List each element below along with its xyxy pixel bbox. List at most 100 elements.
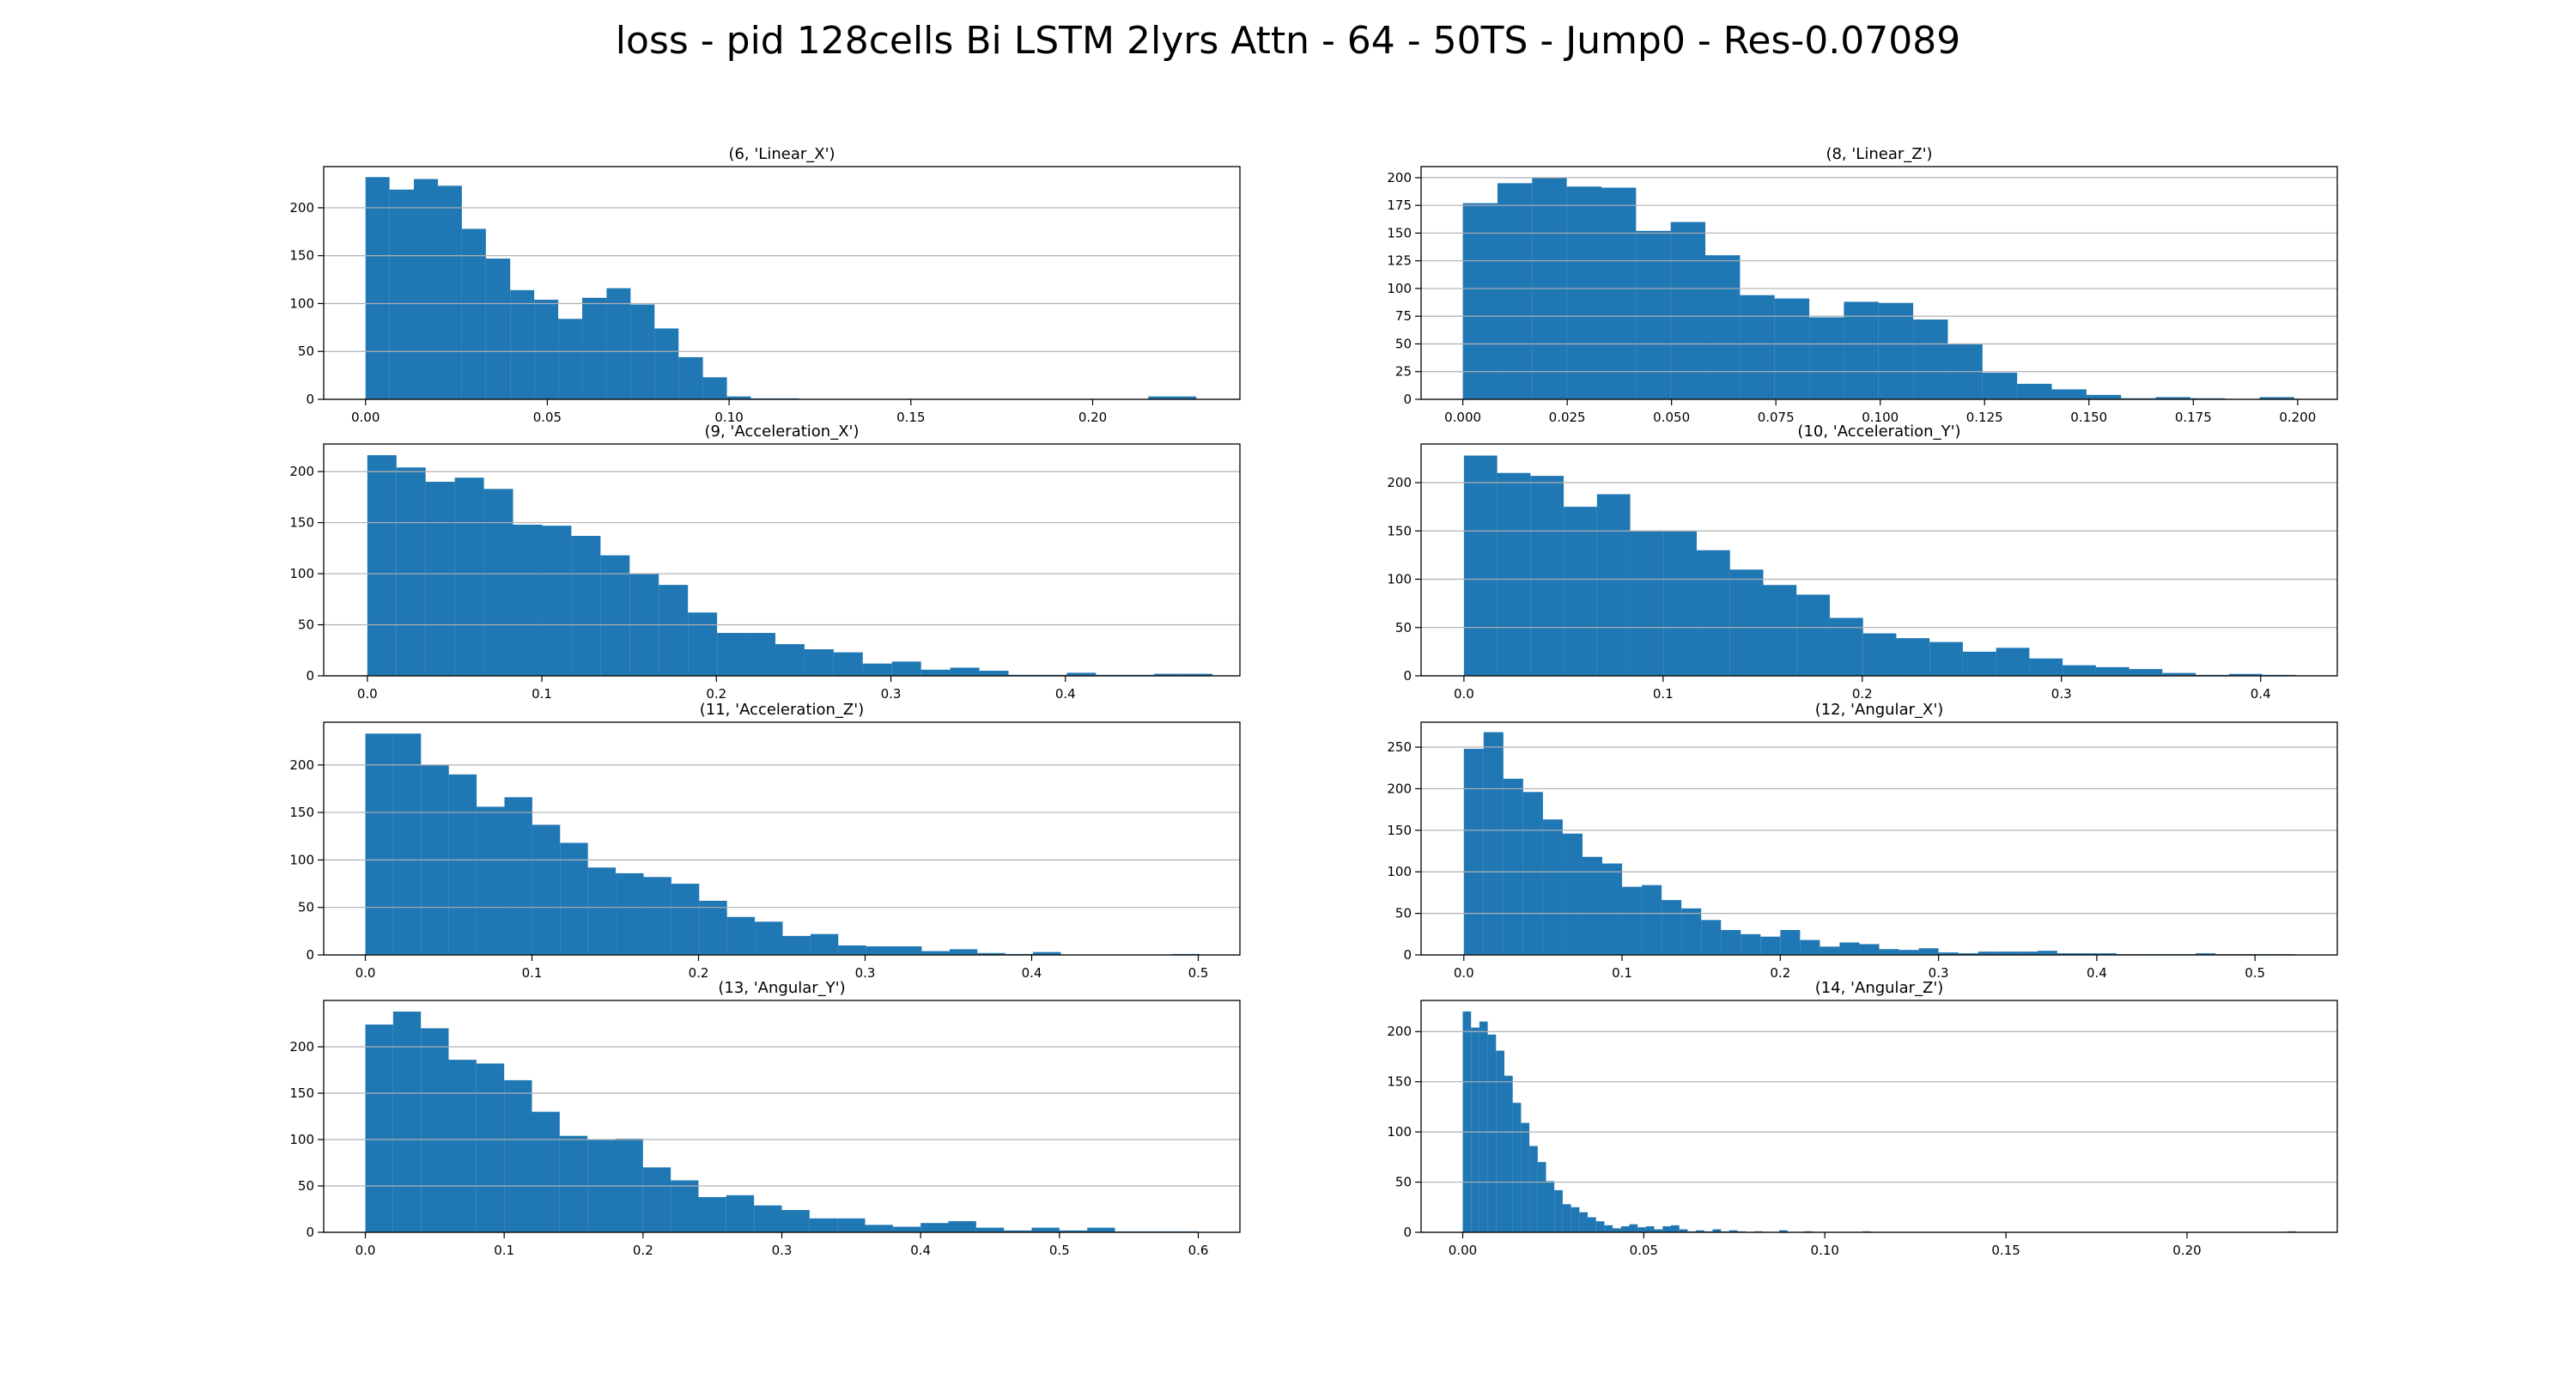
histogram-bar	[810, 933, 839, 955]
histogram-bar	[2051, 389, 2087, 399]
y-tick-label: 50	[298, 1178, 314, 1194]
x-tick-label: 0.0	[1454, 965, 1474, 981]
y-tick-label: 200	[289, 757, 314, 773]
histogram-bar	[477, 806, 505, 955]
histogram-bar	[1780, 929, 1801, 955]
bars	[365, 733, 1200, 955]
histogram-bar	[1696, 1230, 1704, 1232]
histogram-bar	[781, 1210, 810, 1232]
histogram-bar	[476, 1063, 505, 1232]
histogram-bar	[425, 482, 455, 676]
x-tick-label: 0.2	[1770, 965, 1790, 981]
x-tick-label: 0.125	[1966, 410, 2003, 425]
histogram-bar	[616, 872, 644, 955]
bars	[1462, 177, 2294, 399]
histogram-bar	[365, 177, 390, 399]
histogram-bar	[2155, 397, 2190, 399]
histogram-bar	[1839, 942, 1860, 955]
histogram-bar	[1537, 1162, 1546, 1232]
histogram-bar	[1844, 301, 1879, 399]
histogram-bar	[513, 524, 543, 676]
y-tick-label: 200	[1387, 1024, 1412, 1039]
histogram-bar	[1913, 319, 1948, 399]
histogram-linear-z: 0 25 50 75 100 125 150 175 200 0.000 0.025 0.050 0.0…	[1387, 145, 2338, 425]
x-tick-label: 0.5	[1188, 965, 1209, 981]
panel-title: (13, 'Angular_Y')	[718, 979, 845, 997]
histogram-bar	[804, 649, 834, 676]
histogram-bar	[389, 189, 415, 399]
histogram-bar	[1896, 638, 1930, 677]
histogram-acceleration-z: 0 50 100 150 200 0.0 0.1 0.2 0.3 0.4 0.5 (11, 'Acce…	[289, 701, 1241, 981]
axes-frame	[323, 443, 1241, 677]
histogram-bar	[437, 185, 462, 399]
histogram-bar	[1183, 673, 1213, 676]
x-tick-label: 0.1	[522, 965, 543, 981]
histogram-bar	[1004, 1230, 1032, 1232]
histogram-bar	[1463, 455, 1498, 676]
x-tick-label: 0.3	[772, 1243, 793, 1258]
histogram-bar	[1679, 1229, 1688, 1232]
histogram-bar	[606, 288, 631, 399]
histogram-bar	[1829, 617, 1863, 676]
histogram-bar	[833, 652, 863, 676]
bars	[367, 455, 1213, 676]
histogram-bar	[1796, 594, 1830, 676]
histogram-bar	[2057, 953, 2077, 955]
x-tick-label: 0.175	[2175, 410, 2212, 425]
y-tick-label: 0	[306, 392, 314, 407]
histogram-bar	[532, 1111, 560, 1232]
histogram-bar	[1604, 1225, 1613, 1232]
y-tick-label: 100	[1387, 281, 1412, 296]
histogram-bar	[1929, 641, 1963, 677]
histogram-bar	[1697, 550, 1730, 676]
histogram-bar	[1504, 1075, 1513, 1232]
histogram-acceleration-y: 0 50 100 150 200 0.0 0.1 0.2 0.3 0.4 (10, 'Acceler…	[1387, 423, 2338, 702]
histogram-bar	[1740, 295, 1775, 399]
histogram-bar	[746, 633, 775, 676]
histogram-bar	[600, 555, 630, 676]
histogram-bar	[1542, 819, 1563, 955]
histogram-bar	[1859, 944, 1880, 955]
histogram-bar	[1958, 953, 1978, 955]
histogram-bar	[1997, 951, 2018, 955]
histogram-bar	[421, 1028, 449, 1232]
histogram-bar	[654, 328, 679, 399]
histogram-bar	[1938, 952, 1959, 955]
y-tick-label: 100	[289, 852, 314, 867]
histogram-bar	[1774, 298, 1810, 399]
histogram-bar	[643, 877, 671, 955]
histogram-bar	[483, 489, 513, 676]
y-tick-label: 0	[1403, 947, 1412, 963]
histogram-bar	[699, 900, 727, 955]
y-tick-label: 250	[1387, 739, 1412, 755]
x-tick-label: 0.05	[1630, 1243, 1658, 1258]
histogram-bar	[1705, 255, 1741, 399]
histogram-linear-x: 0 50 100 150 200 0.00 0.05 0.10 0.15 0.20 (6, 'Lin…	[289, 145, 1241, 425]
histogram-bar	[866, 946, 895, 955]
histogram-bar	[1613, 1228, 1621, 1232]
histogram-bar	[659, 585, 689, 676]
histogram-bar	[1729, 569, 1764, 676]
histogram-bar	[392, 1011, 422, 1232]
x-tick-label: 0.100	[1862, 410, 1899, 425]
axes-frame	[1420, 721, 2338, 956]
histogram-bar	[1033, 951, 1061, 955]
histogram-bar	[1670, 222, 1706, 399]
x-tick-label: 0.0	[355, 965, 376, 981]
panel-title: (10, 'Acceleration_Y')	[1797, 423, 1960, 441]
histogram-bar	[1582, 856, 1603, 955]
y-tick-label: 200	[289, 1039, 314, 1055]
y-tick-label: 125	[1387, 253, 1412, 269]
y-tick-label: 100	[289, 295, 314, 311]
x-tick-label: 0.4	[2087, 965, 2107, 981]
y-tick-label: 50	[1395, 1175, 1412, 1190]
histogram-bar	[1148, 396, 1197, 399]
histogram-bar	[1741, 933, 1761, 955]
histogram-bar	[1820, 946, 1840, 955]
histogram-bar	[1562, 1204, 1571, 1232]
histogram-bar	[1712, 1229, 1722, 1232]
histogram-bar	[726, 1195, 755, 1232]
histogram-bar	[1503, 778, 1523, 955]
histogram-bar	[414, 179, 438, 399]
histogram-bar	[754, 1205, 782, 1232]
